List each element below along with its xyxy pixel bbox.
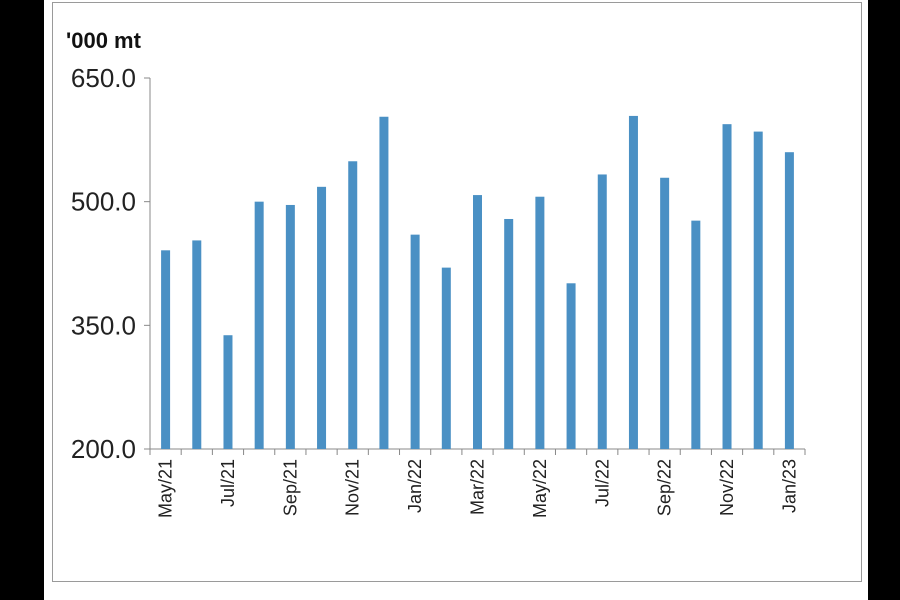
x-tick-labels: May/21 Jul/21 Sep/21 Nov/21 Jan/22 Mar/22 May/… xyxy=(156,459,800,518)
bar xyxy=(192,240,202,449)
bars xyxy=(161,115,794,450)
y-tick-label: 200.0 xyxy=(71,434,136,464)
bar xyxy=(441,267,451,449)
bar xyxy=(473,195,482,449)
x-tick-label: Mar/22 xyxy=(468,459,488,515)
x-tick-label: Jan/22 xyxy=(405,459,425,513)
bar xyxy=(223,335,233,449)
x-tick-label: May/21 xyxy=(156,459,176,518)
x-tick-label: Jan/23 xyxy=(779,459,799,513)
bar xyxy=(722,124,732,450)
bar xyxy=(504,218,514,449)
x-tick-label: Nov/22 xyxy=(717,459,737,516)
y-tick-label: 650.0 xyxy=(71,63,136,93)
bar xyxy=(691,220,701,449)
bar xyxy=(566,283,576,449)
x-tick-label: May/22 xyxy=(530,459,550,518)
x-tick-label: Sep/22 xyxy=(655,459,675,516)
bar xyxy=(660,177,670,449)
bar xyxy=(254,201,264,449)
y-tick-labels: 650.0 500.0 350.0 200.0 xyxy=(71,63,136,464)
x-tick-label: Jul/21 xyxy=(218,459,238,507)
x-tick-label: Jul/22 xyxy=(592,459,612,507)
bar xyxy=(410,234,420,449)
bar xyxy=(628,115,638,450)
bar xyxy=(379,116,389,449)
bar xyxy=(285,204,295,449)
y-tick-label: 500.0 xyxy=(71,187,136,217)
bar xyxy=(597,174,607,449)
bar xyxy=(535,196,545,449)
bar xyxy=(784,152,794,449)
bar xyxy=(348,161,358,449)
bar xyxy=(317,186,327,449)
x-tick-label: Nov/21 xyxy=(343,459,363,516)
right-border xyxy=(868,0,900,600)
left-border xyxy=(0,0,44,600)
y-unit-label: '000 mt xyxy=(66,28,141,53)
x-tick-label: Sep/21 xyxy=(280,459,300,516)
bar xyxy=(753,131,763,450)
y-tick-label: 350.0 xyxy=(71,310,136,340)
bar xyxy=(161,250,171,449)
